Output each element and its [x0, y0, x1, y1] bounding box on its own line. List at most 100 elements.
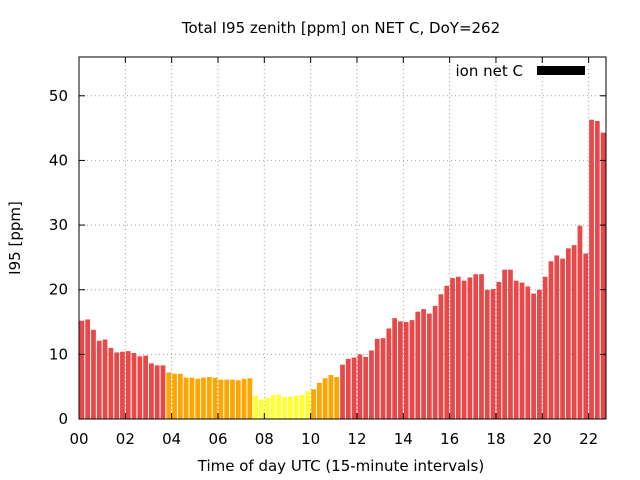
bar [282, 397, 287, 419]
bar [293, 395, 299, 419]
bar [351, 357, 357, 419]
bar [264, 397, 270, 419]
bar [519, 282, 525, 419]
bar [392, 318, 397, 419]
bar [484, 289, 490, 419]
bar [288, 396, 293, 420]
y-tick-label: 10 [49, 345, 68, 363]
plot-frame [78, 56, 607, 420]
bar [328, 375, 334, 419]
y-axis-label: I95 [ppm] [6, 201, 24, 275]
x-axis-label: Time of day UTC (15-minute intervals) [197, 457, 484, 475]
grid-lines [79, 57, 606, 419]
bar [79, 320, 85, 419]
bar [276, 394, 282, 419]
bar [548, 261, 554, 419]
bar [508, 269, 513, 419]
bar [537, 289, 542, 419]
bar [560, 258, 565, 419]
legend-label: ion net C [456, 62, 523, 80]
bar [374, 338, 380, 419]
bar [426, 313, 432, 419]
bar [531, 293, 536, 419]
bar [369, 350, 374, 419]
bar [340, 364, 345, 419]
bar [421, 309, 426, 419]
x-tick-label: 04 [162, 430, 181, 448]
axis-ticks: 0 10 20 30 40 50 00 02 04 06 08 10 12 14 16 18 20 22 [49, 57, 606, 448]
bar [444, 285, 450, 419]
x-tick-label: 14 [394, 430, 413, 448]
bar [125, 351, 131, 420]
bar [120, 351, 125, 419]
bar [91, 329, 96, 419]
bar [467, 277, 473, 419]
bar [177, 373, 183, 419]
bar [513, 280, 519, 419]
bar [345, 358, 351, 419]
bar [102, 339, 108, 419]
bar [473, 274, 479, 419]
x-tick-label: 10 [301, 430, 320, 448]
bar [172, 373, 177, 419]
bar [143, 355, 148, 419]
bar [409, 320, 415, 419]
bar [206, 376, 212, 419]
x-tick-label: 12 [347, 430, 366, 448]
bar [577, 225, 583, 419]
bar [432, 305, 438, 420]
bar [438, 294, 444, 419]
bar [270, 395, 276, 419]
bar [496, 281, 502, 419]
bar [114, 352, 120, 419]
bar [305, 391, 311, 419]
bar [212, 377, 218, 419]
bar [450, 278, 455, 419]
bar [241, 378, 247, 419]
bar [259, 399, 264, 419]
bar [334, 376, 340, 419]
bar [108, 347, 114, 419]
bar [247, 378, 253, 419]
bar [600, 132, 606, 419]
y-tick-label: 0 [58, 410, 68, 428]
x-tick-label: 20 [533, 430, 552, 448]
bar [195, 378, 201, 419]
bar [363, 356, 369, 419]
x-tick-label: 02 [116, 430, 135, 448]
bar-series [79, 119, 606, 420]
x-tick-label: 22 [579, 430, 598, 448]
y-tick-label: 20 [49, 281, 68, 299]
bar [230, 379, 235, 419]
legend: ion net C [456, 62, 585, 80]
bar [479, 274, 484, 419]
bar [201, 377, 206, 419]
bar [398, 321, 403, 419]
bar [85, 319, 91, 419]
bar [380, 338, 386, 419]
bar [96, 340, 102, 419]
bar [525, 286, 531, 419]
bar [565, 248, 571, 419]
bar [166, 372, 172, 419]
bar [183, 377, 189, 419]
bar [189, 377, 195, 419]
bar [571, 245, 577, 419]
y-tick-label: 50 [49, 87, 68, 105]
bar [137, 356, 143, 419]
bar [235, 380, 241, 419]
x-tick-label: 00 [69, 430, 88, 448]
bar [299, 395, 305, 419]
bar [357, 354, 363, 419]
bar [542, 276, 548, 419]
bar [218, 379, 224, 419]
bar [415, 311, 421, 419]
bar [386, 328, 392, 419]
bar [322, 378, 328, 419]
bar [403, 322, 409, 419]
bar [253, 395, 259, 419]
chart-title: Total I95 zenith [ppm] on NET C, DoY=262 [181, 19, 500, 37]
bar [490, 289, 496, 419]
bar [554, 255, 560, 419]
